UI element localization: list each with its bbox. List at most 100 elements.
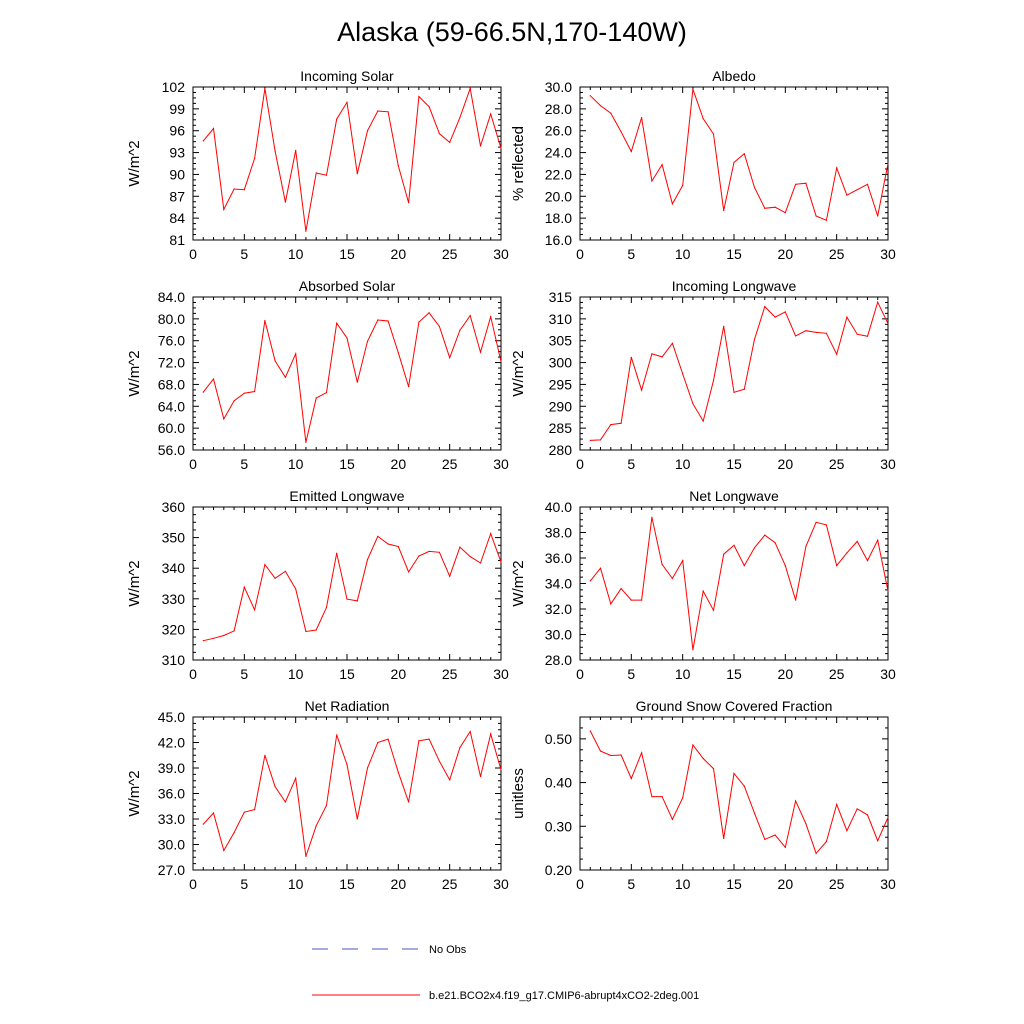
data-point — [795, 335, 797, 337]
data-point — [346, 101, 348, 103]
panel-title: Net Longwave — [689, 488, 779, 504]
data-point — [438, 133, 440, 135]
data-point — [459, 546, 461, 548]
data-point — [774, 834, 776, 836]
data-point — [325, 174, 328, 176]
data-point — [846, 552, 848, 554]
plot-frame — [192, 86, 502, 241]
data-point — [877, 539, 879, 541]
data-point — [856, 540, 858, 543]
panel-incoming-solar: Incoming Solar W/m^2 0 5 10 15 20 25 30 81 84 87 90 9… — [126, 68, 509, 262]
data-point — [315, 825, 317, 827]
data-point — [418, 95, 420, 98]
y-tick-label: 26.0 — [545, 123, 572, 139]
data-point — [366, 559, 369, 561]
data-point — [387, 543, 389, 545]
data-point — [479, 562, 482, 564]
data-point — [846, 194, 848, 196]
data-point — [264, 319, 266, 322]
data-point — [825, 841, 828, 843]
y-tick-label: 340 — [162, 560, 186, 576]
data-point — [610, 424, 612, 426]
panel-absorbed-solar: Absorbed Solar W/m^2 0 5 10 15 20 25 30 56.0 60.0 6… — [126, 278, 509, 472]
data-point — [315, 397, 317, 399]
data-point — [743, 153, 745, 155]
data-point — [438, 551, 440, 553]
data-point — [325, 392, 328, 394]
data-point — [397, 771, 399, 773]
y-axis-label: W/m^2 — [510, 560, 527, 606]
panel-title: Ground Snow Covered Fraction — [636, 698, 833, 714]
x-tick-label: 30 — [880, 246, 896, 262]
data-point — [284, 570, 286, 572]
y-tick-label: 40.0 — [545, 499, 572, 515]
data-point — [599, 105, 602, 107]
data-point — [233, 188, 235, 190]
data-point — [315, 172, 317, 174]
data-point — [438, 760, 440, 762]
data-point — [630, 599, 632, 601]
data-point — [784, 565, 786, 567]
data-point — [723, 209, 725, 212]
data-point — [295, 353, 297, 355]
y-tick-label: 36.0 — [545, 550, 572, 566]
data-point — [856, 808, 858, 810]
data-point — [651, 353, 653, 355]
series-line — [589, 730, 889, 855]
x-tick-label: 5 — [627, 456, 635, 472]
data-point — [387, 320, 389, 322]
y-tick-label: 81 — [169, 232, 185, 248]
data-point — [223, 849, 225, 852]
data-point — [418, 555, 420, 557]
panel-net-longwave: Net Longwave W/m^2 0 5 10 15 20 25 30 28.0 30.0 32.… — [510, 488, 896, 682]
y-tick-label: 39.0 — [158, 760, 185, 776]
y-tick-label: 68.0 — [158, 376, 185, 392]
x-tick-label: 25 — [829, 246, 845, 262]
x-tick-label: 5 — [627, 876, 635, 892]
y-tick-label: 32.0 — [545, 601, 572, 617]
data-point — [784, 846, 786, 848]
data-point — [449, 357, 451, 359]
panel-title: Incoming Longwave — [672, 278, 797, 294]
x-tick-label: 25 — [829, 456, 845, 472]
x-tick-label: 10 — [288, 666, 304, 682]
data-point — [325, 606, 328, 609]
data-point — [500, 561, 502, 563]
x-tick-label: 25 — [442, 876, 458, 892]
data-point — [846, 830, 848, 832]
x-tick-label: 15 — [339, 246, 355, 262]
x-tick-label: 15 — [339, 666, 355, 682]
y-tick-label: 34.0 — [545, 576, 572, 592]
data-point — [856, 333, 858, 335]
data-point — [753, 338, 756, 340]
y-tick-label: 310 — [549, 311, 573, 327]
y-tick-label: 38.0 — [545, 525, 572, 541]
data-point — [712, 768, 715, 770]
data-point — [866, 183, 869, 185]
data-point — [366, 767, 369, 769]
data-point — [702, 757, 704, 760]
data-point — [733, 544, 735, 546]
data-point — [887, 323, 889, 325]
data-point — [397, 165, 399, 167]
data-point — [784, 311, 786, 313]
data-point — [243, 811, 245, 813]
data-point — [428, 106, 430, 108]
y-tick-label: 305 — [549, 333, 573, 349]
series-line — [203, 532, 502, 642]
data-point — [377, 741, 379, 744]
data-point — [408, 386, 410, 388]
y-axis-label: % reflected — [510, 126, 527, 201]
plot-frame — [192, 296, 502, 451]
data-point — [743, 565, 745, 567]
y-tick-label: 102 — [162, 79, 186, 95]
data-point — [825, 524, 828, 526]
data-point — [877, 840, 879, 842]
data-point — [866, 814, 869, 816]
data-point — [377, 110, 379, 112]
data-point — [825, 219, 828, 221]
series-line — [590, 300, 889, 441]
data-point — [212, 127, 215, 130]
x-tick-label: 20 — [778, 876, 794, 892]
